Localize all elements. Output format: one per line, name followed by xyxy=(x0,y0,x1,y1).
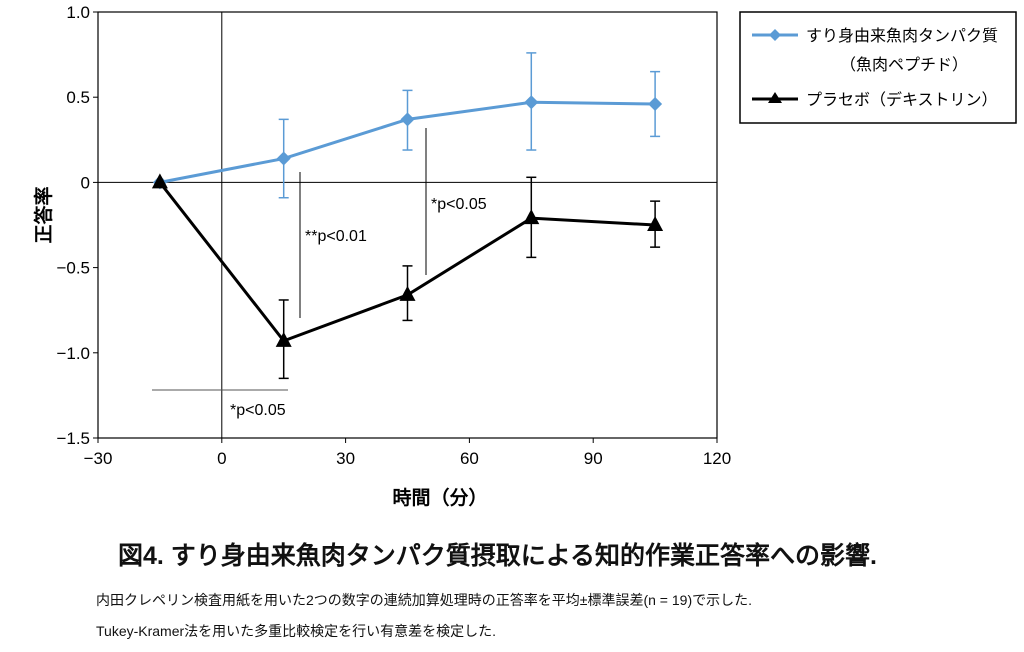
data-point xyxy=(275,331,292,347)
y-axis-label: 正答率 xyxy=(32,186,55,243)
data-point xyxy=(647,216,664,231)
x-tick-label: 120 xyxy=(703,449,731,468)
y-tick-label: 0 xyxy=(81,173,90,192)
x-tick-label: 90 xyxy=(584,449,603,468)
y-tick-label: 0.5 xyxy=(66,88,90,107)
x-tick-label: 0 xyxy=(217,449,226,468)
y-tick-label: −1.0 xyxy=(56,344,90,363)
legend-box xyxy=(739,11,1017,124)
figure-title: 図4. すり身由来魚肉タンパク質摂取による知的作業正答率への影響. xyxy=(118,542,877,570)
legend-label-fish-sub: （魚肉ペプチド） xyxy=(840,56,968,74)
legend-label-placebo: プラセボ（デキストリン） xyxy=(806,90,998,109)
figure-note-1: 内田クレペリン検査用紙を用いた2つの数字の連続加算処理時の正答率を平均±標準誤差… xyxy=(96,592,752,608)
plot-frame xyxy=(97,11,718,439)
data-point xyxy=(648,97,663,112)
line-chart: 正答率 時間（分） すり身由来魚肉タンパク質 （魚肉ペプチド） プラセボ（デキス… xyxy=(32,3,1017,509)
legend-marker-triangle xyxy=(768,92,782,103)
figure-note-2: Tukey-Kramer法を用いた多重比較検定を行い有意差を検定した. xyxy=(96,623,497,639)
y-tick-label: 1.0 xyxy=(66,3,90,22)
x-tick-label: 30 xyxy=(336,449,355,468)
data-point xyxy=(151,173,168,189)
sig-label: *p<0.05 xyxy=(431,196,487,213)
sig-label: **p<0.01 xyxy=(305,228,367,245)
data-point xyxy=(523,209,540,225)
x-tick-label: 60 xyxy=(460,449,479,468)
x-axis-label: 時間（分） xyxy=(392,486,487,509)
y-tick-label: −0.5 xyxy=(56,259,90,278)
y-tick-label: −1.5 xyxy=(56,429,90,448)
data-point xyxy=(276,151,291,166)
x-tick-label: −30 xyxy=(84,449,113,468)
legend-label-fish: すり身由来魚肉タンパク質 xyxy=(806,27,998,45)
sig-label: *p<0.05 xyxy=(230,402,286,419)
data-point xyxy=(399,285,416,301)
data-point xyxy=(524,95,539,110)
legend-marker-diamond xyxy=(769,29,781,41)
data-point xyxy=(400,112,415,127)
